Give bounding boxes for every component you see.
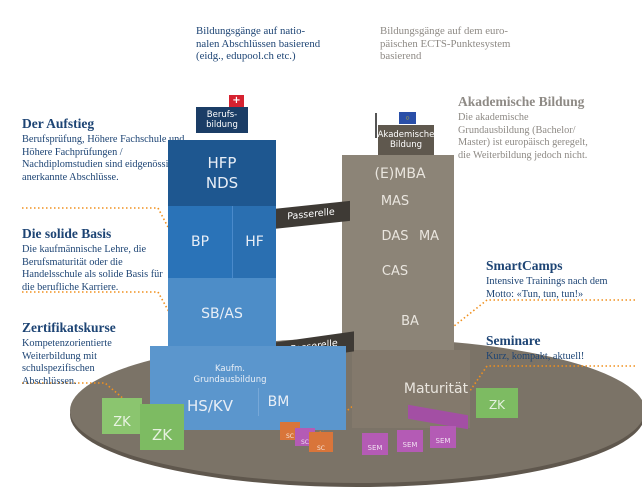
note-seminare: Seminare Kurz, kompakt, aktuell! [486, 333, 626, 364]
note-text: Die kaufmännische Lehre, die Berufsmatur… [22, 244, 163, 293]
block-ba: BA [401, 313, 419, 329]
sign-berufsbildung: Berufs- bildung [196, 107, 248, 133]
leader-seminare [449, 365, 635, 421]
note-title: Zertifikatskurse [22, 320, 116, 335]
cube-seminar: SEM [397, 430, 423, 452]
block-hf: HF [232, 206, 276, 278]
cube-smartcamp: SC [309, 432, 333, 452]
cube-seminar: SEM [362, 433, 388, 455]
header-national: Bildungsgänge auf natio- nalen Abschlüss… [196, 25, 321, 63]
flag-pole [375, 113, 377, 138]
note-title: SmartCamps [486, 258, 563, 273]
note-basis: Die solide Basis Die kaufmännische Lehre… [22, 226, 172, 294]
note-title: Seminare [486, 333, 541, 348]
block-mas: MAS [380, 193, 410, 209]
cube-zk: ZK [102, 398, 142, 434]
swiss-flag-icon: + [229, 95, 244, 107]
leader-smartcamps [319, 299, 635, 433]
note-smartcamps: SmartCamps Intensive Trainings nach dem … [486, 258, 626, 301]
note-text: Kurz, kompakt, aktuell! [486, 351, 585, 362]
note-zertifikat: Zertifikatskurse Kompetenzorientierte We… [22, 320, 132, 388]
note-text: Die akademische Grundausbildung (Bachelo… [458, 112, 588, 161]
block-cas: CAS [381, 263, 409, 279]
cube-seminar: SEM [430, 426, 456, 448]
block-hfp-nds: HFP NDS [168, 140, 276, 206]
block-emba: (E)MBA [374, 166, 426, 182]
leader-zertifikat [22, 382, 126, 401]
note-title: Die solide Basis [22, 226, 112, 241]
note-aufstieg: Der Aufstieg Berufsprüfung, Höhere Fachs… [22, 116, 192, 184]
academic-tower [342, 155, 454, 350]
note-akademisch: Akademische Bildung Die akademische Grun… [458, 94, 598, 162]
block-ma: MA [418, 228, 440, 244]
block-sb-as: SB/AS [168, 278, 276, 350]
header-european: Bildungsgänge auf dem euro- päischen ECT… [380, 25, 511, 63]
note-title: Der Aufstieg [22, 116, 95, 131]
cube-zk: ZK [140, 404, 184, 450]
sign-akademische-bildung: Akademische Bildung [378, 125, 434, 155]
label-kaufm-grundausbildung: Kaufm. Grundausbildung [193, 364, 267, 385]
leader-aufstieg [22, 207, 181, 251]
leader-basis [22, 291, 201, 369]
note-title: Akademische Bildung [458, 94, 585, 109]
cube-zk: ZK [476, 388, 518, 418]
block-das: DAS [381, 228, 409, 244]
block-bm: BM [258, 388, 298, 416]
note-text: Berufsprüfung, Höhere Fachschule und Höh… [22, 134, 185, 183]
note-text: Intensive Trainings nach dem Motto: «Tun… [486, 276, 608, 300]
eu-flag-icon: ○ [399, 112, 416, 124]
block-hs-kv: HS/KV [187, 397, 233, 415]
note-text: Kompetenzorientierte Weiterbildung mit s… [22, 338, 112, 387]
block-bp: BP [168, 206, 232, 278]
